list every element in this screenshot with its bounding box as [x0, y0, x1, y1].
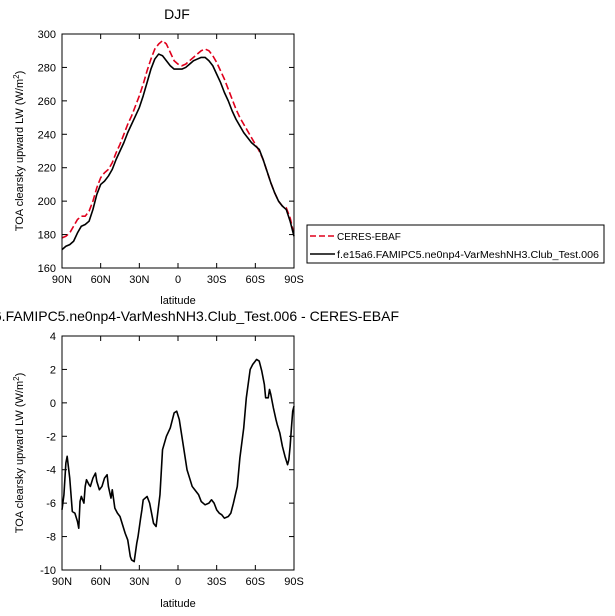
panel-top-x-tick-label: 60S	[246, 274, 266, 286]
panel-bottom-y-tick-label: -10	[40, 565, 56, 577]
panel-top-x-tick-label: 30S	[207, 274, 227, 286]
panel-top-title: DJF	[164, 6, 190, 22]
panel-top-y-tick-label: 260	[38, 96, 56, 108]
panel-top-y-tick-label: 180	[38, 230, 56, 242]
panel-bottom-y-tick-label: -8	[46, 532, 56, 544]
panel-top-y-tick-label: 220	[38, 163, 56, 175]
panel-bottom-x-tick-label: 30N	[129, 576, 149, 588]
panel-top-y-tick-label: 300	[38, 29, 56, 41]
panel-bottom-y-tick-label: 0	[50, 398, 56, 410]
panel-top-x-tick-label: 60N	[91, 274, 111, 286]
panel-top-x-tick-label: 0	[175, 274, 181, 286]
legend: CERES-EBAF f.e15a6.FAMIPC5.ne0np4-VarMes…	[306, 224, 605, 264]
panel-top-series-line-1	[61, 53, 295, 251]
panel-top-series-line-0	[61, 39, 295, 239]
panel-bottom-title: f.e15a6.FAMIPC5.ne0np4-VarMeshNH3.Club_T…	[0, 308, 399, 324]
panel-bottom-y-tick-label: -2	[46, 431, 56, 443]
panel-bottom-x-tick-label: 30S	[207, 576, 227, 588]
panel-bottom-x-tick-label: 60N	[91, 576, 111, 588]
panel-bottom-y-tick-label: -6	[46, 498, 56, 510]
panel-top-y-tick-label: 240	[38, 129, 56, 141]
panel-bottom-x-tick-label: 60S	[246, 576, 266, 588]
panel-bottom-y-tick-label: -4	[46, 465, 56, 477]
legend-label-model: f.e15a6.FAMIPC5.ne0np4-VarMeshNH3.Club_T…	[337, 250, 599, 261]
panel-top-y-axis-title: TOA clearsky upward LW (W/m2)	[12, 71, 26, 232]
panel-top: DJF 90N 60N 30N 0 30S 60S 90S 160 180 200 220 240 26…	[12, 6, 605, 307]
panel-bottom-x-axis-title: latitude	[160, 598, 195, 610]
panel-top-y-tick-label: 160	[38, 263, 56, 275]
panel-bottom-x-tick-label: 0	[175, 576, 181, 588]
panel-bottom-y-axis-title: TOA clearsky upward LW (W/m2)	[12, 373, 26, 534]
panel-top-y-tick-label: 280	[38, 62, 56, 74]
panel-bottom-y-tick-label: 4	[50, 331, 56, 343]
panel-bottom: f.e15a6.FAMIPC5.ne0np4-VarMeshNH3.Club_T…	[0, 308, 399, 610]
legend-box	[306, 224, 605, 264]
panel-bottom-x-tick-label: 90S	[284, 576, 304, 588]
panel-top-x-tick-label: 90N	[52, 274, 72, 286]
panel-top-x-tick-label: 30N	[129, 274, 149, 286]
panel-bottom-series-line-0	[61, 358, 295, 563]
panel-bottom-plot-frame	[61, 335, 295, 571]
panel-top-y-tick-label: 200	[38, 196, 56, 208]
panel-bottom-y-tick-label: 2	[50, 364, 56, 376]
panel-bottom-x-tick-label: 90N	[52, 576, 72, 588]
panel-top-x-axis-title: latitude	[160, 295, 195, 307]
panel-top-x-tick-label: 90S	[284, 274, 304, 286]
legend-label-ceres: CERES-EBAF	[337, 232, 401, 243]
